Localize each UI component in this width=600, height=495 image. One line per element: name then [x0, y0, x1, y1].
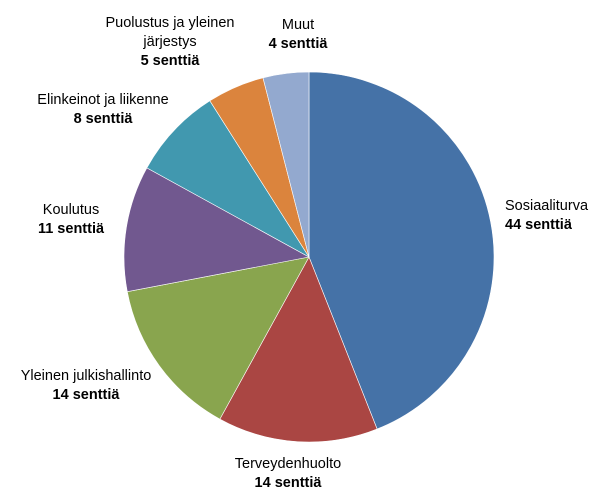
slice-label-puolustus-ja-yleinen-jarjestys: Puolustus ja yleinen järjestys 5 senttiä: [106, 15, 235, 69]
pie-slice-muut: [262, 71, 310, 258]
slice-label-terveydenhuolto: Terveydenhuolto 14 senttiä: [235, 456, 341, 491]
slice-label-muut: Muut 4 senttiä: [269, 17, 329, 52]
slice-name-label: Koulutus: [43, 202, 99, 218]
slice-label-yleinen-julkishallinto: Yleinen julkishallinto 14 senttiä: [21, 368, 152, 403]
pie-slice-terveydenhuolto: [219, 256, 378, 443]
slice-value-label: 11 senttiä: [38, 221, 105, 237]
slice-label-sosiaaliturva: Sosiaaliturva 44 senttiä: [505, 198, 589, 233]
slice-name-label: Terveydenhuolto: [235, 456, 341, 472]
slice-label-elinkeinot-ja-liikenne: Elinkeinot ja liikenne 8 senttiä: [37, 92, 168, 127]
slice-value-label: 14 senttiä: [255, 475, 323, 491]
slice-value-label: 4 senttiä: [269, 36, 329, 52]
pie-slice-sosiaaliturva: [308, 71, 495, 430]
slice-name-label: Yleinen julkishallinto: [21, 368, 152, 384]
slice-value-label: 44 senttiä: [505, 217, 573, 233]
pie-slice-elinkeinot-ja-liikenne: [146, 100, 310, 258]
pie-slices: [123, 71, 495, 443]
slice-name-label: Elinkeinot ja liikenne: [37, 92, 168, 108]
pie-labels: Sosiaaliturva 44 senttiä Terveydenhuolto 14…: [21, 15, 589, 491]
slice-value-label: 14 senttiä: [53, 387, 121, 403]
slice-label-koulutus: Koulutus 11 senttiä: [38, 202, 105, 237]
slice-name-label: Sosiaaliturva: [505, 198, 589, 214]
slice-name-label: Muut: [282, 17, 314, 33]
pie-slice-yleinen-julkishallinto: [126, 256, 310, 420]
pie-slice-koulutus: [123, 167, 310, 293]
slice-value-label: 5 senttiä: [141, 53, 201, 69]
slice-value-label: 8 senttiä: [74, 111, 134, 127]
slice-name-label: Puolustus ja yleinen järjestys: [106, 15, 235, 50]
